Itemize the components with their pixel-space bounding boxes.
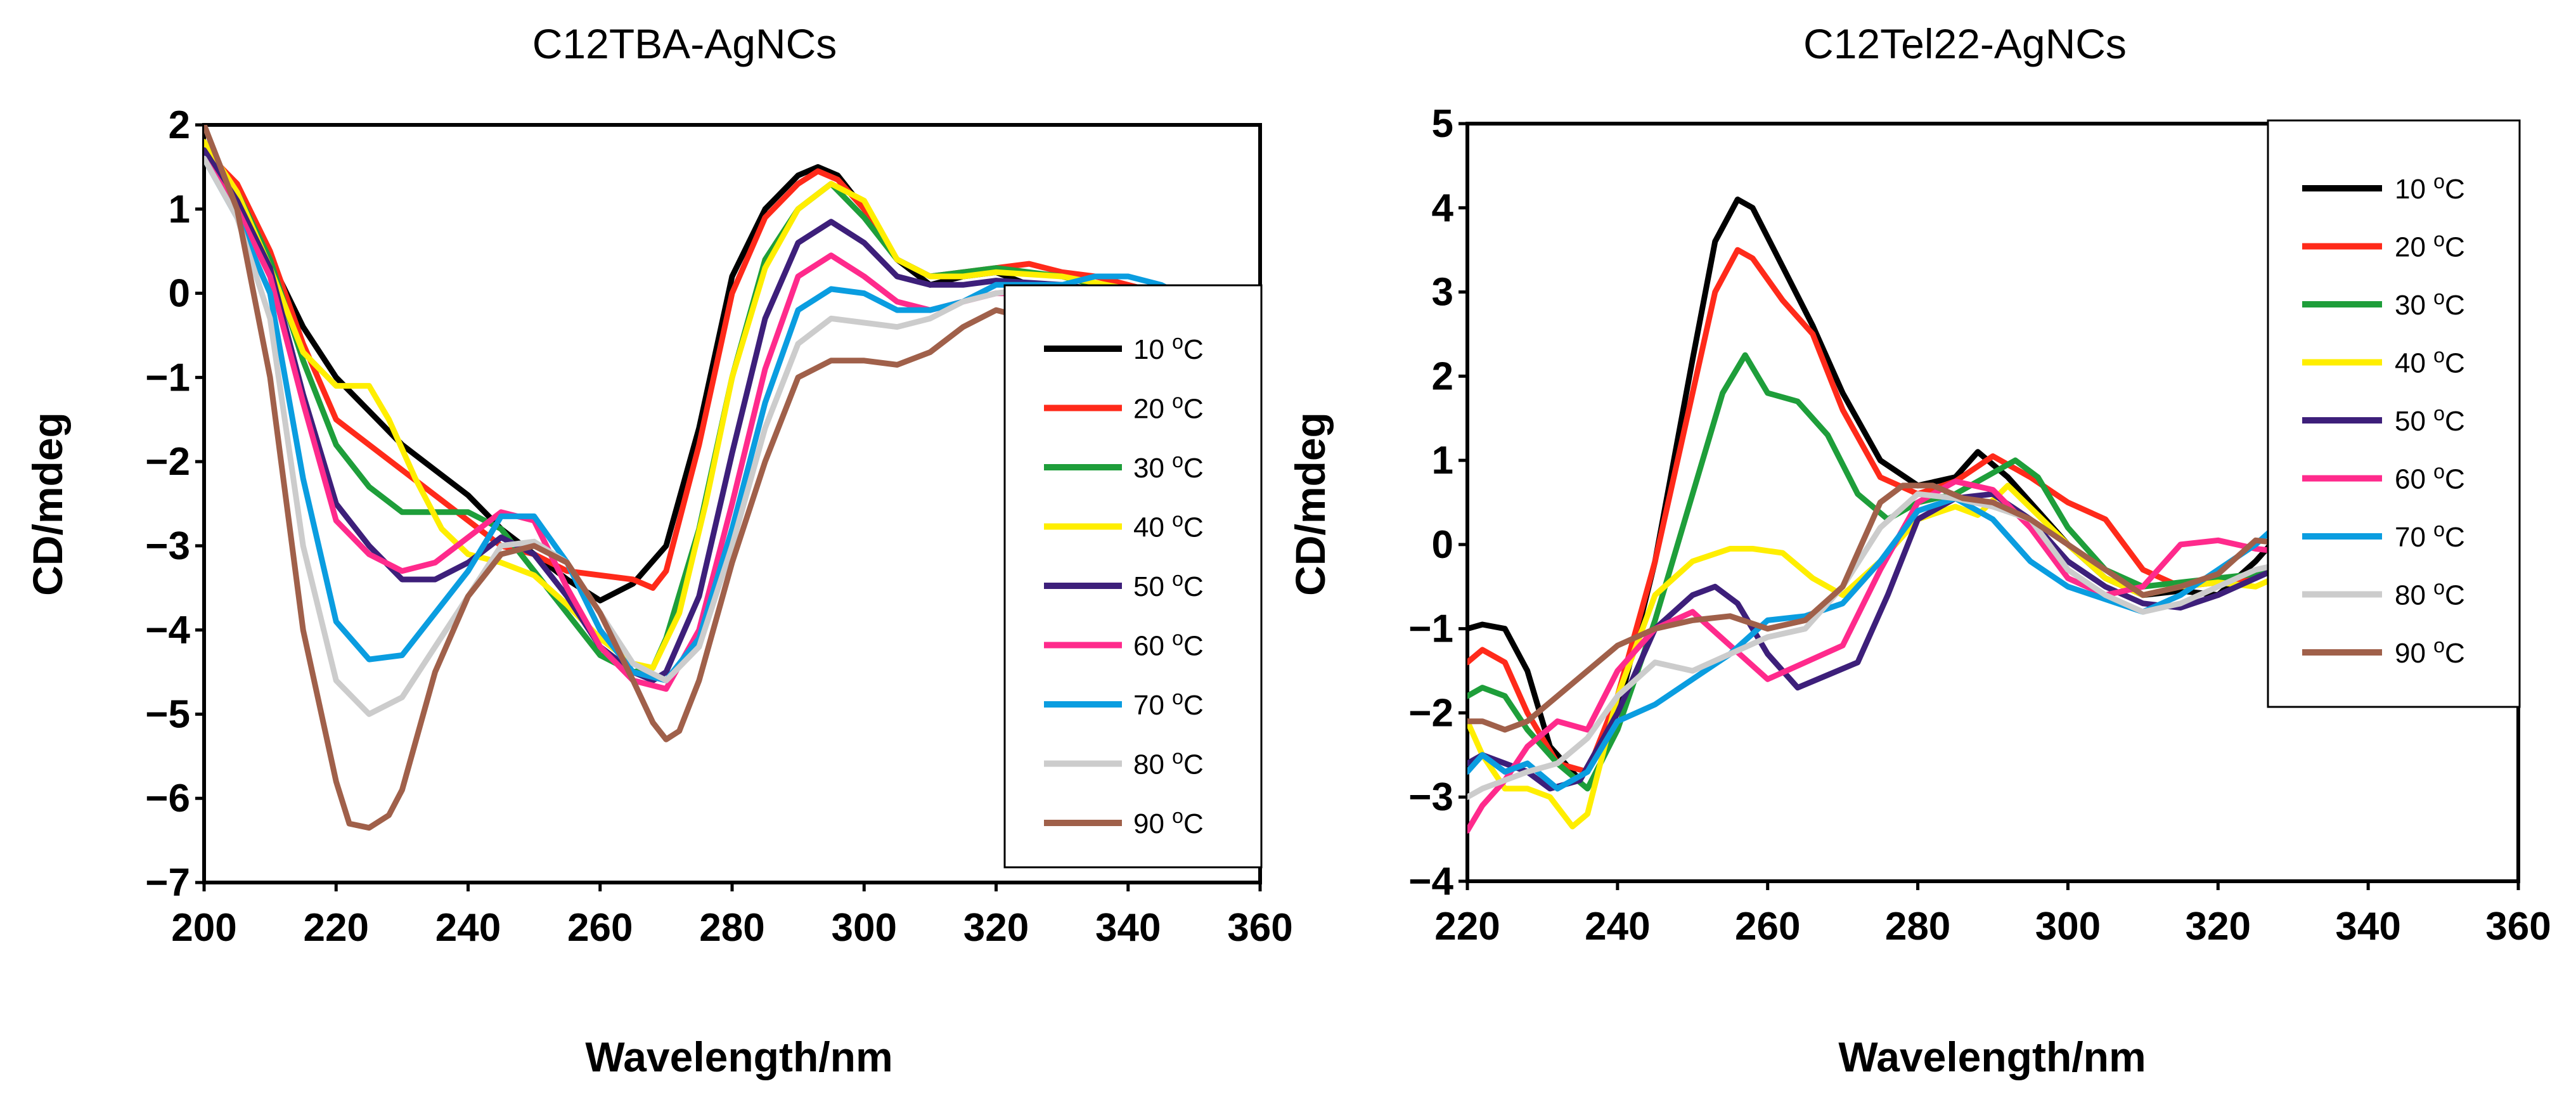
legend-entry: 40 oC [2395, 344, 2465, 379]
x-tick-label: 340 [1095, 906, 1161, 950]
legend-entry: 70 oC [1133, 686, 1204, 721]
series-line-60c [1467, 478, 2296, 834]
series-line-10c [1467, 197, 2296, 784]
y-tick-label: −1 [145, 356, 190, 399]
series-line-50c [1467, 491, 2296, 792]
y-axis: 2 1 0 −1 −2 −3 −4 −5 −6 −7 [145, 103, 204, 905]
series-line-40c [1467, 482, 2296, 830]
x-axis-label: Wavelength/nm [1838, 1033, 2146, 1080]
legend-entry: 70 oC [2395, 518, 2465, 553]
legend: 10 oC 20 oC 30 oC 40 oC 50 oC 60 oC 70 oC 80 oC… [2267, 119, 2521, 708]
x-tick-label: 300 [832, 906, 897, 950]
series-lines [204, 125, 1260, 831]
x-tick-label: 240 [435, 906, 501, 950]
legend-entry: 90 oC [2395, 634, 2465, 669]
y-tick-label: −6 [145, 777, 190, 820]
x-tick-label: 260 [1735, 905, 1800, 948]
y-tick-label: 0 [169, 272, 190, 316]
series-lines [1467, 197, 2296, 834]
y-tick-label: 4 [1432, 186, 1454, 230]
series-line-40c [204, 139, 1260, 671]
legend-box [2267, 119, 2521, 708]
y-tick-label: −1 [1408, 607, 1453, 651]
series-line-30c [1467, 352, 2296, 792]
legend-entry: 50 oC [1133, 567, 1204, 602]
x-axis: 200 220 240 260 280 300 320 340 360 [171, 883, 1293, 950]
y-tick-label: −2 [1408, 691, 1453, 735]
x-tick-label: 340 [2335, 905, 2400, 948]
legend-entry: 10 oC [2395, 170, 2465, 205]
x-axis: 220 240 260 280 300 320 340 360 [1434, 881, 2551, 948]
x-tick-label: 320 [963, 906, 1029, 950]
legend-entry: 90 oC [1133, 805, 1204, 839]
y-axis-label: CD/mdeg [1287, 412, 1334, 596]
chart-panel-c12tba: C12TBA-AgNCs 2 1 0 −1 −2 −3 −4 −5 −6 −7 200 220 240… [24, 20, 1293, 1080]
y-tick-label: −7 [145, 861, 190, 905]
y-axis-label: CD/mdeg [24, 412, 71, 596]
y-tick-label: 0 [1432, 523, 1453, 567]
y-tick-label: −2 [145, 440, 190, 484]
x-tick-label: 280 [699, 906, 764, 950]
x-tick-label: 220 [304, 906, 369, 950]
legend-box [1003, 284, 1263, 869]
y-tick-label: 1 [1432, 439, 1453, 482]
x-tick-label: 360 [1227, 906, 1292, 950]
series-line-90c [204, 125, 1260, 831]
legend-entry: 60 oC [1133, 627, 1204, 662]
y-tick-label: 2 [169, 103, 190, 147]
series-line-80c [1467, 491, 2296, 800]
legend-entry: 80 oC [2395, 576, 2465, 611]
legend-entry: 30 oC [2395, 286, 2465, 321]
series-line-80c [204, 155, 1260, 717]
series-line-70c [1467, 495, 2296, 792]
y-tick-label: 3 [1432, 271, 1453, 314]
legend-entry: 80 oC [1133, 746, 1204, 780]
series-line-20c [1467, 247, 2296, 775]
x-tick-label: 240 [1585, 905, 1650, 948]
y-tick-label: −3 [1408, 775, 1453, 819]
y-tick-label: 1 [169, 188, 190, 231]
legend-entry: 60 oC [2395, 460, 2465, 495]
series-line-90c [1467, 482, 2296, 733]
y-tick-label: −4 [1408, 860, 1453, 903]
x-tick-label: 220 [1434, 905, 1500, 948]
legend-entry: 10 oC [1133, 330, 1204, 365]
x-tick-label: 360 [2485, 905, 2551, 948]
legend-entry: 50 oC [2395, 402, 2465, 437]
x-tick-label: 260 [567, 906, 633, 950]
chart-title: C12Tel22-AgNCs [1803, 20, 2127, 67]
series-line-20c [204, 147, 1260, 591]
chart-title: C12TBA-AgNCs [532, 20, 837, 67]
y-tick-label: 2 [1432, 354, 1453, 398]
x-tick-label: 280 [1885, 905, 1950, 948]
y-tick-label: 5 [1432, 102, 1453, 146]
y-tick-label: −4 [145, 609, 190, 652]
x-tick-label: 300 [2035, 905, 2101, 948]
legend-entry: 20 oC [1133, 390, 1204, 425]
legend-entry: 30 oC [1133, 449, 1204, 484]
legend: 10 oC 20 oC 30 oC 40 oC 50 oC 60 oC 70 oC 80 oC… [1003, 284, 1263, 869]
legend-entry: 40 oC [1133, 508, 1204, 543]
x-tick-label: 320 [2186, 905, 2251, 948]
y-axis: 5 4 3 2 1 0 −1 −2 −3 −4 [1408, 102, 1467, 903]
x-tick-label: 200 [171, 906, 236, 950]
x-axis-label: Wavelength/nm [585, 1033, 892, 1080]
y-tick-label: −5 [145, 692, 190, 736]
legend-entry: 20 oC [2395, 228, 2465, 263]
y-tick-label: −3 [145, 524, 190, 568]
